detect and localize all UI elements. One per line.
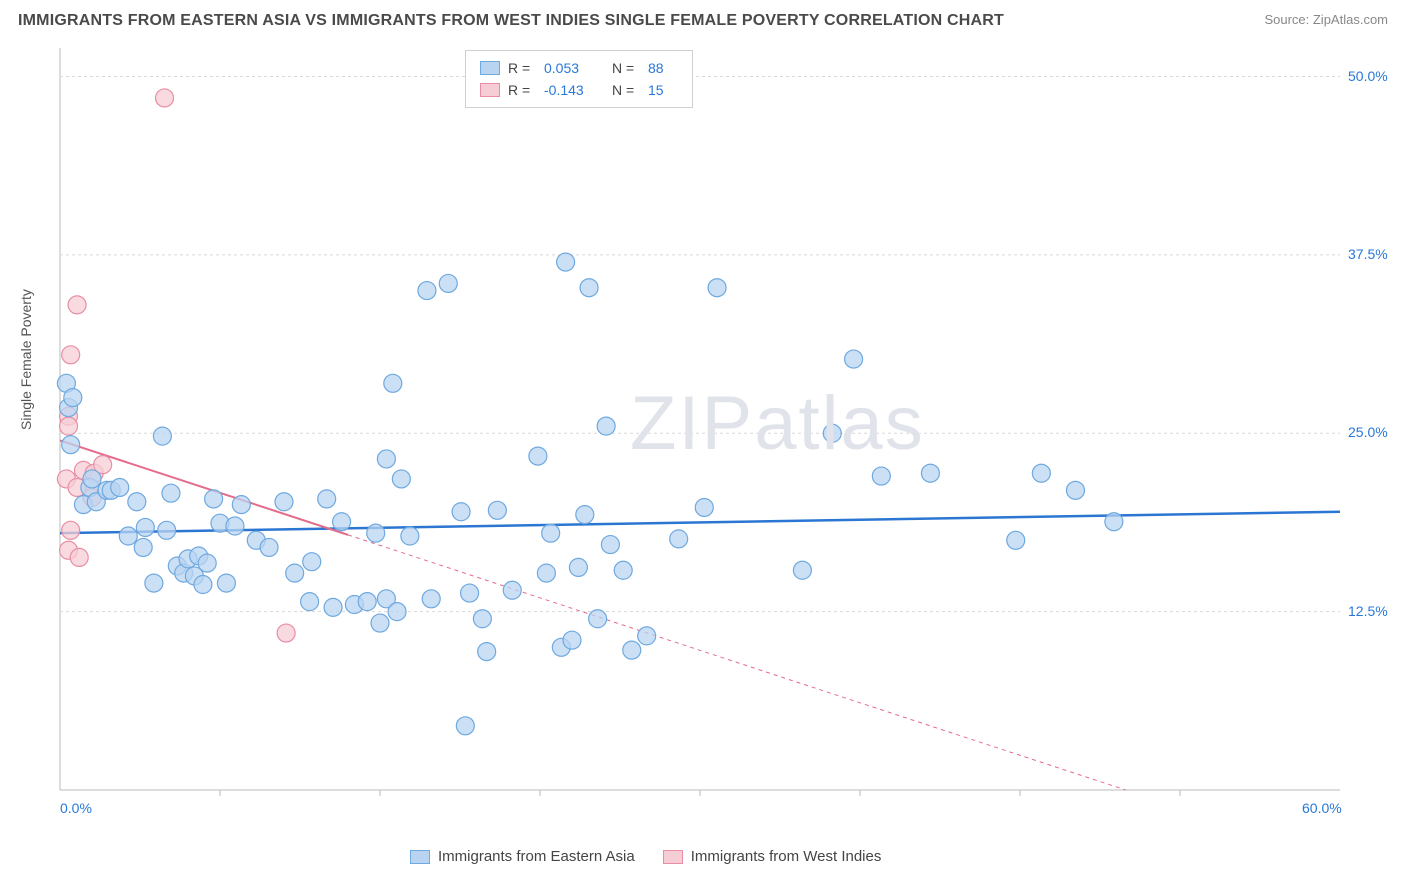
- y-tick-label: 50.0%: [1348, 68, 1388, 84]
- x-tick-label: 60.0%: [1302, 800, 1342, 816]
- legend-series-label: Immigrants from Eastern Asia: [438, 848, 635, 865]
- legend-stat-row: R = -0.143 N = 15: [480, 79, 678, 101]
- r-label: R =: [508, 82, 536, 98]
- correlation-legend: R = 0.053 N = 88 R = -0.143 N = 15: [465, 50, 693, 108]
- n-label: N =: [612, 82, 640, 98]
- y-axis-label: Single Female Poverty: [18, 289, 34, 430]
- r-value: -0.143: [544, 82, 604, 98]
- y-tick-label: 12.5%: [1348, 603, 1388, 619]
- y-tick-label: 37.5%: [1348, 246, 1388, 262]
- legend-series-item: Immigrants from Eastern Asia: [410, 848, 635, 865]
- n-value: 15: [648, 82, 678, 98]
- legend-series-item: Immigrants from West Indies: [663, 848, 882, 865]
- n-value: 88: [648, 60, 678, 76]
- n-label: N =: [612, 60, 640, 76]
- legend-series-label: Immigrants from West Indies: [691, 848, 882, 865]
- scatter-chart: [50, 48, 1380, 818]
- legend-swatch: [663, 850, 683, 864]
- legend-swatch: [480, 61, 500, 75]
- chart-title: IMMIGRANTS FROM EASTERN ASIA VS IMMIGRAN…: [18, 12, 1004, 30]
- legend-stat-row: R = 0.053 N = 88: [480, 57, 678, 79]
- series-legend: Immigrants from Eastern Asia Immigrants f…: [410, 848, 881, 865]
- x-tick-label: 0.0%: [60, 800, 92, 816]
- y-tick-label: 25.0%: [1348, 424, 1388, 440]
- chart-area: [50, 48, 1380, 818]
- r-label: R =: [508, 60, 536, 76]
- legend-swatch: [410, 850, 430, 864]
- legend-swatch: [480, 83, 500, 97]
- r-value: 0.053: [544, 60, 604, 76]
- source-label: Source: ZipAtlas.com: [1264, 12, 1388, 27]
